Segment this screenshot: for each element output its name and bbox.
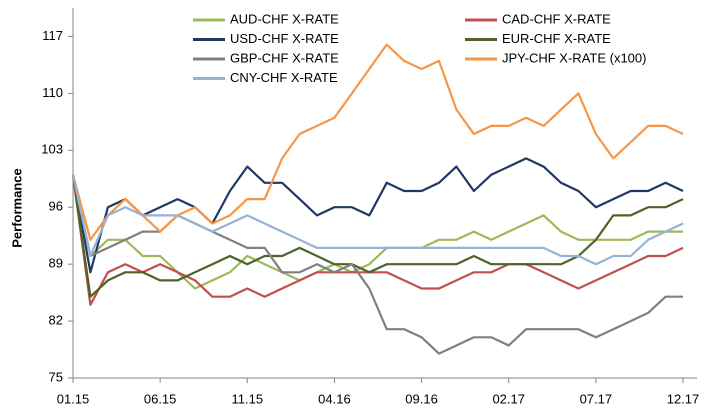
series-line	[71, 174, 683, 290]
legend-label: CNY-CHF X-RATE	[230, 70, 338, 85]
legend-label: AUD-CHF X-RATE	[230, 11, 339, 26]
legend-label: GBP-CHF X-RATE	[230, 50, 339, 65]
legend-label: EUR-CHF X-RATE	[502, 31, 611, 46]
x-tick-label: 12.17	[667, 391, 700, 406]
y-tick-label: 75	[49, 369, 63, 384]
y-axis-label: Performance	[9, 168, 24, 247]
x-tick-label: 11.15	[231, 391, 263, 406]
y-tick-label: 110	[42, 85, 63, 100]
series-line	[71, 157, 684, 274]
x-tick-label: 07.17	[580, 391, 613, 406]
series-line	[71, 43, 684, 241]
x-tick-label: 04.16	[318, 391, 351, 406]
series-line	[71, 174, 683, 355]
x-tick-label: 02.17	[492, 391, 525, 406]
legend-label: USD-CHF X-RATE	[230, 31, 339, 46]
y-tick-label: 103	[41, 142, 63, 157]
legend-label: JPY-CHF X-RATE (x100)	[502, 50, 646, 65]
series-line	[71, 174, 684, 266]
x-tick-label: 09.16	[405, 391, 438, 406]
series-line	[71, 174, 684, 298]
x-tick-label: 01.15	[57, 391, 90, 406]
y-tick-label: 96	[49, 199, 63, 214]
x-tick-label: 06.15	[144, 391, 177, 406]
legend-label: CAD-CHF X-RATE	[502, 11, 611, 26]
y-tick-label: 117	[42, 28, 63, 43]
series-line	[71, 174, 684, 306]
y-tick-label: 82	[49, 313, 63, 328]
y-tick-label: 89	[49, 256, 63, 271]
